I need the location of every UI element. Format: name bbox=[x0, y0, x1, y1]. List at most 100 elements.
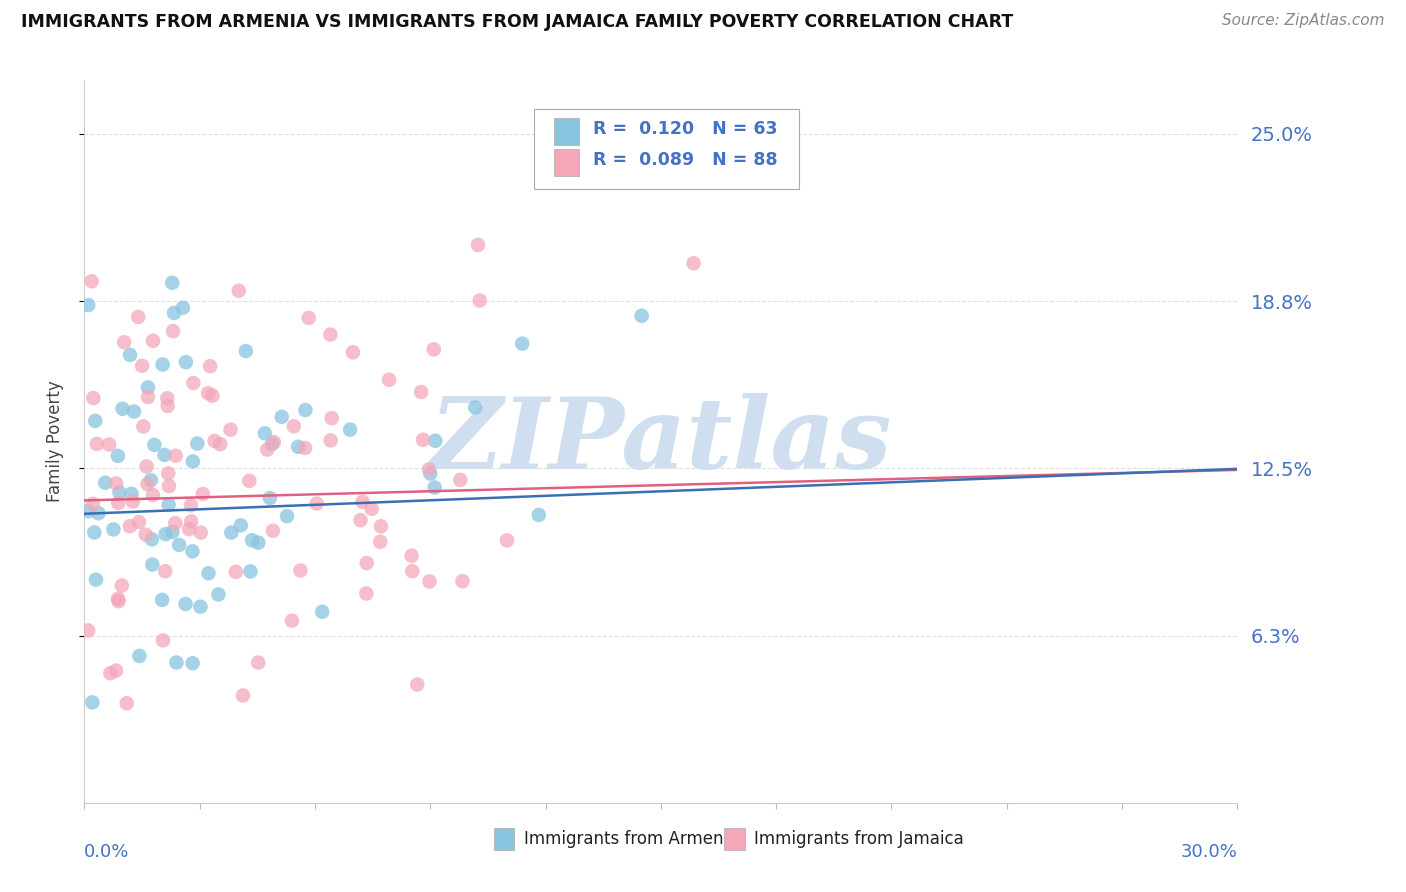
Text: Immigrants from Armenia: Immigrants from Armenia bbox=[523, 830, 738, 848]
Point bbox=[294, 441, 316, 455]
Point bbox=[190, 599, 212, 614]
Point bbox=[157, 479, 180, 493]
Point bbox=[270, 409, 292, 424]
FancyBboxPatch shape bbox=[534, 109, 799, 189]
Point bbox=[100, 666, 122, 681]
Point bbox=[118, 519, 141, 533]
Point bbox=[141, 558, 163, 572]
Point bbox=[339, 423, 361, 437]
Bar bbox=[554, 118, 579, 145]
Point bbox=[111, 401, 134, 416]
Point bbox=[219, 423, 242, 437]
Point bbox=[418, 574, 440, 589]
Point bbox=[256, 442, 278, 457]
Point bbox=[207, 587, 229, 601]
Point bbox=[135, 527, 157, 541]
Point bbox=[111, 578, 134, 592]
Point bbox=[412, 433, 434, 447]
Point bbox=[197, 566, 219, 581]
Point bbox=[112, 335, 135, 350]
Point bbox=[378, 373, 401, 387]
Point bbox=[401, 564, 423, 578]
Bar bbox=[554, 149, 579, 177]
Point bbox=[190, 525, 212, 540]
Point bbox=[401, 549, 423, 563]
Point bbox=[368, 534, 391, 549]
Bar bbox=[494, 828, 515, 850]
Point bbox=[181, 657, 204, 671]
Point bbox=[262, 524, 284, 538]
Point bbox=[181, 544, 204, 558]
Point bbox=[198, 359, 221, 374]
Point bbox=[527, 508, 550, 522]
Point bbox=[247, 656, 270, 670]
Text: 0.0%: 0.0% bbox=[84, 843, 129, 861]
Point bbox=[209, 437, 232, 451]
Point bbox=[174, 597, 197, 611]
Point bbox=[77, 298, 100, 312]
Point bbox=[418, 462, 440, 476]
Point bbox=[142, 334, 165, 348]
Point bbox=[411, 384, 433, 399]
Text: IMMIGRANTS FROM ARMENIA VS IMMIGRANTS FROM JAMAICA FAMILY POVERTY CORRELATION CH: IMMIGRANTS FROM ARMENIA VS IMMIGRANTS FR… bbox=[21, 13, 1014, 31]
Point bbox=[152, 358, 174, 372]
Point bbox=[122, 404, 145, 418]
Point bbox=[682, 256, 704, 270]
Point bbox=[174, 355, 197, 369]
Point bbox=[108, 485, 131, 500]
Point bbox=[139, 473, 162, 487]
Point bbox=[419, 467, 441, 481]
Point bbox=[107, 591, 129, 606]
Point bbox=[132, 419, 155, 434]
Point bbox=[156, 392, 179, 406]
Point bbox=[131, 359, 153, 373]
Point bbox=[82, 391, 104, 405]
Point bbox=[276, 509, 298, 524]
Point bbox=[229, 518, 252, 533]
Point bbox=[221, 525, 243, 540]
Point bbox=[352, 495, 374, 509]
Point bbox=[179, 522, 201, 536]
Point bbox=[118, 348, 141, 362]
Point bbox=[423, 343, 446, 357]
Point bbox=[77, 504, 100, 518]
Point bbox=[128, 648, 150, 663]
Point bbox=[135, 459, 157, 474]
Point bbox=[425, 434, 447, 448]
Point bbox=[157, 467, 180, 481]
Point bbox=[107, 594, 129, 608]
Point bbox=[510, 336, 533, 351]
Point bbox=[121, 487, 143, 501]
Point bbox=[191, 487, 214, 501]
Point bbox=[136, 380, 159, 394]
Point bbox=[77, 624, 100, 638]
Point bbox=[82, 695, 104, 709]
Point bbox=[449, 473, 471, 487]
Point bbox=[167, 538, 190, 552]
Point bbox=[239, 565, 262, 579]
Point bbox=[155, 527, 177, 541]
Point bbox=[356, 556, 378, 570]
Point bbox=[319, 327, 342, 342]
Point bbox=[105, 664, 128, 678]
Point bbox=[263, 435, 285, 450]
Point bbox=[496, 533, 519, 548]
Point bbox=[201, 389, 224, 403]
Point bbox=[115, 696, 138, 710]
Point bbox=[259, 491, 281, 505]
Point bbox=[294, 403, 316, 417]
Point bbox=[150, 592, 173, 607]
Point bbox=[287, 440, 309, 454]
Point bbox=[84, 573, 107, 587]
Point bbox=[165, 449, 187, 463]
Point bbox=[305, 497, 328, 511]
Point bbox=[319, 434, 342, 448]
Bar bbox=[724, 828, 745, 850]
Point bbox=[180, 515, 202, 529]
Point bbox=[225, 565, 247, 579]
Point bbox=[84, 414, 107, 428]
Point bbox=[136, 477, 159, 491]
Y-axis label: Family Poverty: Family Poverty bbox=[45, 381, 63, 502]
Text: R =  0.120   N = 63: R = 0.120 N = 63 bbox=[593, 120, 778, 137]
Text: Source: ZipAtlas.com: Source: ZipAtlas.com bbox=[1222, 13, 1385, 29]
